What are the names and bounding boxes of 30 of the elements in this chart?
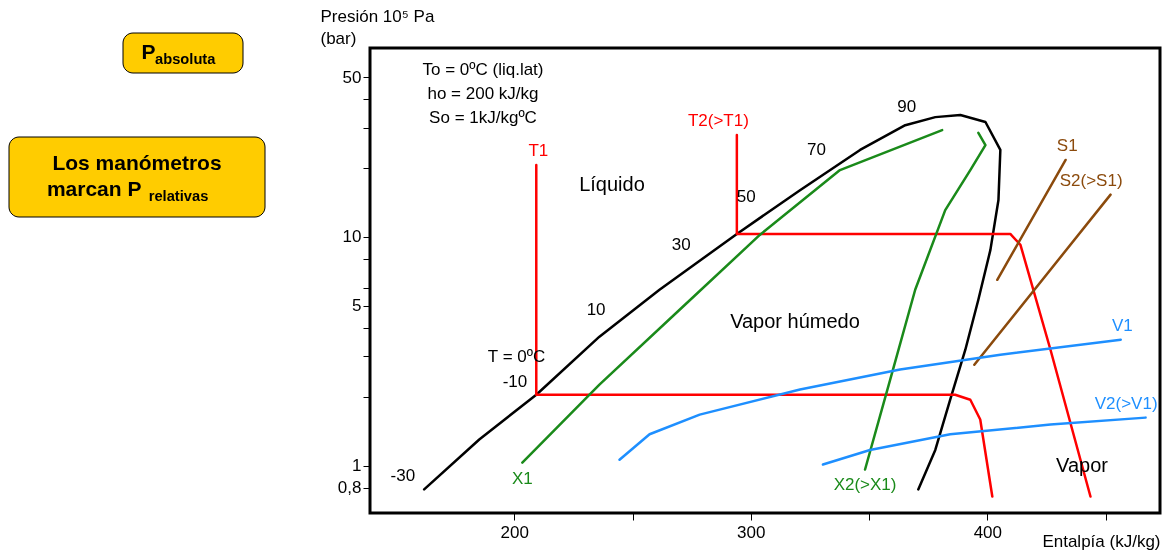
annotation: Líquido [579,173,645,195]
series-label: T1 [528,141,549,161]
annotation: -30 [390,466,416,486]
series-label: X1 [511,468,533,488]
series-label: V2(>V1) [1094,393,1158,413]
y-tick-label: 1 [352,456,362,476]
line-series [863,131,987,471]
y-tick-label: 5 [352,296,362,316]
series-label: X2(>X1) [833,475,897,495]
series-label: V1 [1111,315,1133,335]
annotation: ho = 200 kJ/kg [427,84,539,103]
x-tick-label: 400 [973,522,1003,542]
x-tick-label: 300 [737,522,766,542]
annotation: 30 [671,234,691,254]
annotation: To = 0ºC (liq.lat) [422,60,544,79]
x-axis-title: Entalpía (kJ/kg) [1042,531,1161,551]
series-label: T2(>T1) [687,110,749,130]
annotation: Vapor húmedo [730,310,860,332]
y-axis-title: Presión 10⁵ Pa (bar) [320,6,435,48]
annotation: So = 1kJ/kgºC [429,108,537,127]
annotation: -10 [502,371,528,391]
annotation: 90 [897,97,917,117]
y-tick-label: 50 [342,67,362,87]
annotation: 70 [807,140,827,160]
y-tick-label: 0,8 [337,478,362,498]
x-tick-label: 200 [500,522,529,542]
y-tick-label: 10 [342,227,362,247]
series-label: S2(>S1) [1059,170,1123,190]
series-label: S1 [1056,135,1078,155]
annotation: 10 [586,299,606,319]
